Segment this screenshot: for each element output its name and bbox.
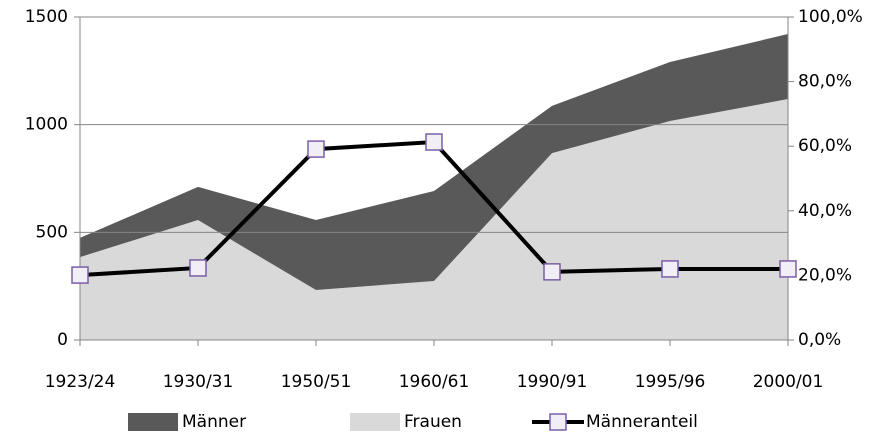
y2-tick-label: 60,0% bbox=[798, 136, 852, 156]
legend-swatch bbox=[350, 413, 400, 431]
marker bbox=[71, 266, 89, 284]
area-maenner bbox=[80, 34, 788, 291]
legend-label: Frauen bbox=[404, 412, 462, 432]
y2-tick-label: 0,0% bbox=[798, 330, 841, 350]
legend-marker bbox=[549, 413, 567, 431]
y2-tick-label: 40,0% bbox=[798, 201, 852, 221]
y-tick-label: 1000 bbox=[25, 115, 68, 135]
marker bbox=[779, 260, 797, 278]
y-tick-label: 500 bbox=[36, 222, 68, 242]
marker bbox=[425, 133, 443, 151]
legend-swatch bbox=[128, 413, 178, 431]
marker bbox=[543, 263, 561, 281]
x-tick-label: 1923/24 bbox=[45, 372, 116, 392]
x-tick-label: 2000/01 bbox=[753, 372, 824, 392]
y2-tick-label: 100,0% bbox=[798, 7, 863, 27]
area-frauen bbox=[80, 99, 788, 341]
legend-label: Männer bbox=[182, 412, 246, 432]
legend-label: Männeranteil bbox=[586, 412, 698, 432]
y2-tick-label: 20,0% bbox=[798, 265, 852, 285]
y-tick-label: 1500 bbox=[25, 7, 68, 27]
x-tick-label: 1995/96 bbox=[635, 372, 706, 392]
x-tick-label: 1930/31 bbox=[163, 372, 234, 392]
y-tick-label: 0 bbox=[57, 330, 68, 350]
y2-tick-label: 80,0% bbox=[798, 72, 852, 92]
x-tick-label: 1950/51 bbox=[281, 372, 352, 392]
marker bbox=[307, 140, 325, 158]
x-tick-label: 1960/61 bbox=[399, 372, 470, 392]
x-tick-label: 1990/91 bbox=[517, 372, 588, 392]
marker bbox=[661, 260, 679, 278]
marker bbox=[189, 259, 207, 277]
